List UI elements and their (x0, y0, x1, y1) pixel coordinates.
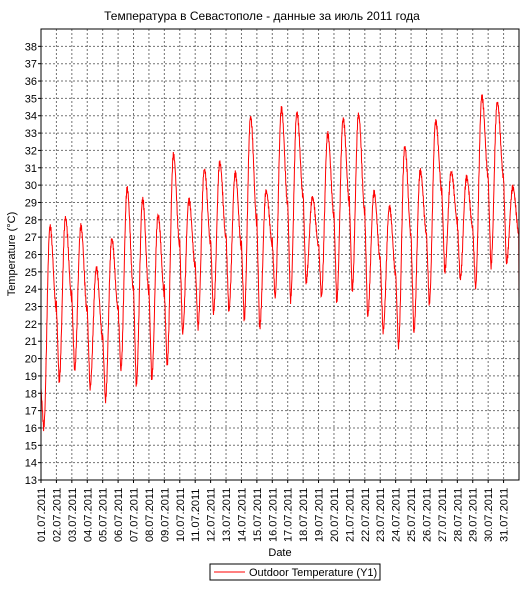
x-tick-label: 03.07.2011 (67, 488, 79, 542)
x-tick-label: 30.07.2011 (483, 488, 495, 542)
x-tick-label: 07.07.2011 (129, 488, 141, 542)
x-tick-label: 23.07.2011 (375, 488, 387, 542)
plot-frame (40, 28, 520, 481)
y-tick-label: 24 (25, 284, 37, 296)
grid (40, 29, 519, 481)
x-tick-label: 14.07.2011 (236, 488, 248, 542)
x-tick-label: 29.07.2011 (468, 488, 480, 542)
y-tick-label: 27 (25, 232, 37, 244)
y-tick-label: 13 (25, 475, 37, 487)
y-tick-label: 15 (25, 440, 37, 452)
legend: Outdoor Temperature (Y1) (209, 563, 381, 581)
y-tick-label: 36 (25, 76, 37, 88)
y-tick-label: 29 (25, 197, 37, 209)
x-tick-label: 26.07.2011 (421, 488, 433, 542)
x-tick-label: 11.07.2011 (190, 489, 202, 542)
x-tick-label: 02.07.2011 (51, 488, 63, 542)
legend-box (209, 563, 381, 581)
x-tick-label: 08.07.2011 (144, 488, 156, 542)
x-axis-label: Date (268, 547, 291, 559)
y-tick-label: 26 (25, 250, 37, 262)
x-tick-label: 10.07.2011 (175, 488, 187, 542)
y-tick-label: 33 (25, 128, 37, 140)
y-tick-label: 34 (25, 111, 37, 123)
x-tick-label: 21.07.2011 (344, 488, 356, 542)
x-tick-label: 01.07.2011 (36, 488, 48, 542)
x-tick-label: 09.07.2011 (159, 488, 171, 542)
x-tick-label: 04.07.2011 (82, 488, 94, 542)
y-tick-label: 17 (25, 406, 37, 418)
x-tick-label: 27.07.2011 (437, 488, 449, 542)
x-tick-label: 17.07.2011 (283, 488, 295, 542)
x-tick-label: 20.07.2011 (329, 488, 341, 542)
x-tick-label: 24.07.2011 (391, 488, 403, 542)
y-tick-label: 30 (25, 180, 37, 192)
y-tick-label: 23 (25, 302, 37, 314)
y-tick-label: 21 (25, 336, 37, 348)
y-tick-label: 32 (25, 145, 37, 157)
legend-label: Outdoor Temperature (Y1) (249, 567, 377, 579)
x-tick-label: 25.07.2011 (406, 488, 418, 542)
y-tick-label: 19 (25, 371, 37, 383)
x-tick-label: 06.07.2011 (113, 488, 125, 542)
x-tick-label: 18.07.2011 (298, 488, 310, 542)
y-tick-label: 14 (25, 458, 37, 470)
series-layer (40, 94, 520, 432)
series-line-outdoor-temperature (40, 94, 520, 432)
x-tick-label: 16.07.2011 (267, 488, 279, 542)
y-tick-label: 31 (25, 163, 37, 175)
x-tick-label: 05.07.2011 (98, 488, 110, 542)
x-axis-ticks: 01.07.2011 02.07.2011 03.07.2011 04.07.2011… (36, 480, 511, 542)
x-tick-label: 19.07.2011 (314, 488, 326, 542)
x-tick-label: 22.07.2011 (360, 488, 372, 542)
y-tick-label: 37 (25, 59, 37, 71)
x-tick-label: 13.07.2011 (221, 488, 233, 542)
x-tick-label: 31.07.2011 (499, 488, 511, 542)
y-axis-label: Temperature (°C) (6, 212, 18, 296)
chart-title: Температура в Севастополе - данные за ию… (104, 9, 420, 23)
y-tick-label: 16 (25, 423, 37, 435)
y-tick-label: 18 (25, 388, 37, 400)
x-tick-label: 15.07.2011 (252, 488, 264, 542)
y-tick-label: 22 (25, 319, 37, 331)
y-tick-label: 35 (25, 93, 37, 105)
y-tick-label: 28 (25, 215, 37, 227)
x-tick-label: 28.07.2011 (452, 488, 464, 542)
y-tick-label: 20 (25, 354, 37, 366)
y-tick-label: 25 (25, 267, 37, 279)
y-axis-ticks: 13 14 15 16 17 18 19 20 21 22 23 24 25 26 27 28 29 30 31 32… (25, 41, 41, 487)
x-tick-label: 12.07.2011 (206, 488, 218, 542)
y-tick-label: 38 (25, 41, 37, 53)
